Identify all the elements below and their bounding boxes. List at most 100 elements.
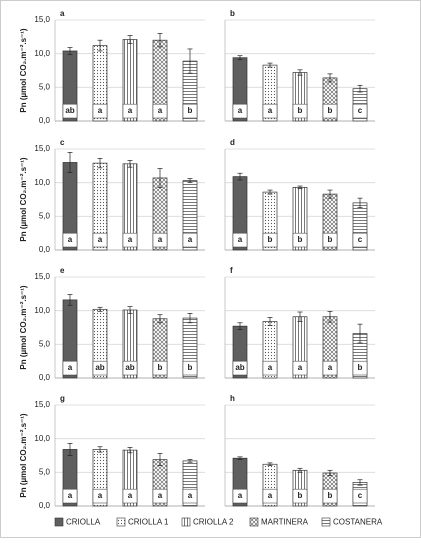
y-tick-label: 5,0 — [39, 82, 51, 91]
significance-letter: a — [328, 363, 333, 372]
y-tick-label: 0,0 — [39, 245, 51, 254]
letter-box — [262, 103, 278, 119]
letter-box — [182, 488, 198, 504]
y-tick-label: 15,0 — [34, 144, 50, 153]
significance-letter: b — [328, 106, 333, 115]
significance-letter: c — [358, 106, 363, 115]
significance-letter: a — [128, 491, 133, 500]
significance-letter: ab — [235, 363, 244, 372]
significance-letter: a — [98, 491, 103, 500]
letter-box — [122, 488, 138, 504]
y-tick-label: 5,0 — [39, 339, 51, 348]
significance-letter: a — [268, 491, 273, 500]
significance-letter: a — [238, 235, 243, 244]
letter-box — [152, 488, 168, 504]
y-tick-label: 0,0 — [39, 373, 51, 382]
letter-box — [92, 232, 108, 248]
legend-swatch — [116, 517, 126, 527]
letter-box — [62, 232, 78, 248]
y-axis-label: Pn (µmol CO₂.m⁻².s⁻¹) — [19, 157, 28, 242]
y-tick-label: 10,0 — [34, 434, 50, 443]
legend-label: MARTINERA — [261, 518, 309, 527]
letter-box — [292, 103, 308, 119]
y-tick-label: 15,0 — [34, 15, 50, 24]
panel-label: c — [60, 138, 65, 147]
significance-letter: ab — [65, 106, 74, 115]
significance-letter: a — [158, 106, 163, 115]
y-tick-label: 0,0 — [39, 501, 51, 510]
significance-letter: a — [268, 106, 273, 115]
legend-swatch — [249, 517, 259, 527]
significance-letter: c — [358, 235, 363, 244]
significance-letter: a — [68, 363, 73, 372]
y-axis-label: Pn (µmol CO₂.m⁻².s⁻¹) — [19, 28, 28, 113]
legend-label: COSTANERA — [333, 518, 383, 527]
significance-letter: ab — [95, 363, 104, 372]
letter-box — [232, 488, 248, 504]
y-tick-label: 5,0 — [39, 211, 51, 220]
panel-label: h — [230, 394, 235, 403]
letter-box — [92, 360, 108, 376]
significance-letter: b — [298, 106, 303, 115]
panel-label: b — [230, 9, 235, 18]
significance-letter: a — [98, 106, 103, 115]
significance-letter: b — [188, 106, 193, 115]
letter-box — [92, 103, 108, 119]
y-tick-label: 10,0 — [34, 178, 50, 187]
y-tick-label: 10,0 — [34, 306, 50, 315]
significance-letter: a — [158, 491, 163, 500]
letter-box — [292, 232, 308, 248]
letter-box — [352, 360, 368, 376]
letter-box — [152, 232, 168, 248]
significance-letter: a — [188, 491, 193, 500]
letter-box — [122, 103, 138, 119]
letter-box — [232, 360, 248, 376]
letter-box — [262, 360, 278, 376]
significance-letter: c — [358, 491, 363, 500]
legend-swatch — [321, 517, 331, 527]
significance-letter: ab — [125, 363, 134, 372]
letter-box — [232, 103, 248, 119]
y-axis-label: Pn (µmol CO₂.m⁻².s⁻¹) — [19, 413, 28, 498]
legend-label: CRIOLLA 2 — [193, 518, 234, 527]
y-tick-label: 15,0 — [34, 400, 50, 409]
legend-swatch — [54, 517, 64, 527]
panel-label: f — [230, 266, 233, 275]
letter-box — [262, 232, 278, 248]
significance-letter: a — [68, 491, 73, 500]
significance-letter: b — [328, 491, 333, 500]
significance-letter: a — [238, 106, 243, 115]
letter-box — [352, 232, 368, 248]
significance-letter: b — [188, 363, 193, 372]
legend-label: CRIOLLA — [66, 518, 101, 527]
letter-box — [62, 488, 78, 504]
significance-letter: a — [128, 235, 133, 244]
panel-label: d — [230, 138, 235, 147]
significance-letter: a — [128, 106, 133, 115]
letter-box — [152, 103, 168, 119]
significance-letter: a — [98, 235, 103, 244]
letter-box — [262, 488, 278, 504]
letter-box — [322, 488, 338, 504]
letter-box — [62, 360, 78, 376]
letter-box — [122, 360, 138, 376]
letter-box — [292, 488, 308, 504]
significance-letter: a — [298, 363, 303, 372]
significance-letter: b — [298, 235, 303, 244]
panel-label: a — [60, 9, 65, 18]
y-tick-label: 10,0 — [34, 49, 50, 58]
letter-box — [62, 103, 78, 119]
significance-letter: b — [158, 363, 163, 372]
letter-box — [232, 232, 248, 248]
letter-box — [152, 360, 168, 376]
y-tick-label: 15,0 — [34, 272, 50, 281]
legend-swatch — [181, 517, 191, 527]
significance-letter: b — [358, 363, 363, 372]
letter-box — [182, 232, 198, 248]
letter-box — [352, 103, 368, 119]
letter-box — [322, 103, 338, 119]
letter-box — [182, 360, 198, 376]
panel-label: g — [60, 394, 65, 403]
